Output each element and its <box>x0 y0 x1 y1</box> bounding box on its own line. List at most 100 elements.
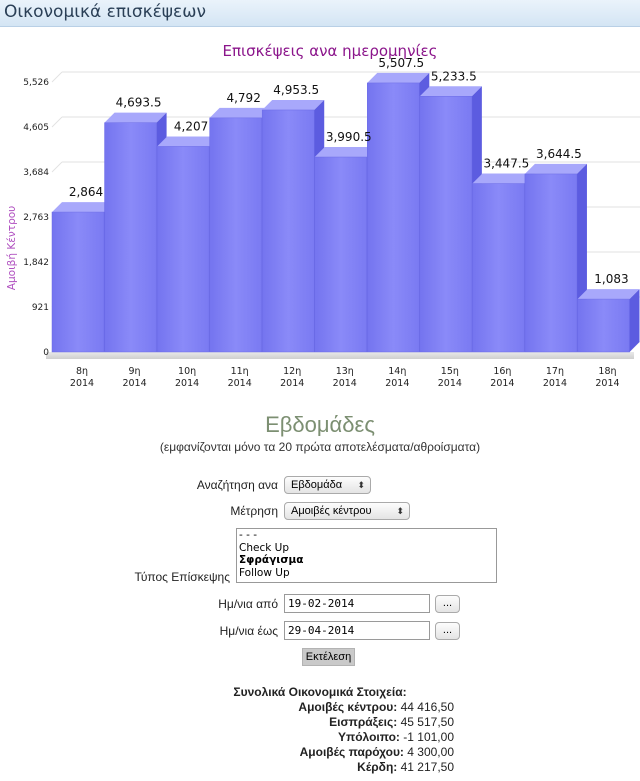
x-tick-label: 2014 <box>280 378 304 389</box>
bar-value-label: 5,233.5 <box>431 69 477 83</box>
x-tick-label: 2014 <box>70 378 94 389</box>
x-tick-label: 8η <box>76 366 88 377</box>
page-title: Οικονομικά επισκέψεων <box>4 2 206 22</box>
y-tick-label: 2,763 <box>23 213 49 223</box>
section-title: Εβδομάδες <box>265 412 375 437</box>
chart-title: Επισκέψεις ανα ημερομηνίες <box>223 42 438 60</box>
visit-type-listbox[interactable]: - - - Check Up Σφράγισμα Follow Up <box>236 528 497 583</box>
chart-floor-edge <box>46 352 634 359</box>
select-arrows-icon: ⬍ <box>396 506 404 516</box>
bar-value-label: 2,864 <box>69 185 103 199</box>
bar-value-label: 4,693.5 <box>116 96 162 110</box>
summary-row: Αμοιβές κέντρου: 44 416,50 <box>0 700 454 714</box>
search-by-select[interactable]: Εβδομάδα ⬍ <box>284 476 371 494</box>
bar-top <box>157 136 220 147</box>
visit-type-option[interactable]: Follow Up <box>239 566 290 579</box>
bar <box>104 122 157 353</box>
measure-label: Μέτρηση <box>230 504 278 518</box>
visit-type-option[interactable]: - - - <box>239 529 258 541</box>
y-tick-label: 1,842 <box>23 258 49 268</box>
chart-y-axis-label: Αμοιβή Κέντρου <box>6 206 18 290</box>
bar-top <box>524 163 587 174</box>
bar-top <box>52 202 115 213</box>
bar-top <box>472 173 535 184</box>
y-gridline <box>51 161 63 173</box>
summary-value: 41 217,50 <box>400 760 454 774</box>
bar-value-label: 3,447.5 <box>483 157 529 171</box>
bar <box>51 211 105 353</box>
bar-value-label: 1,083 <box>594 272 628 286</box>
summary-label: Αμοιβές παρόχου: <box>299 745 404 759</box>
x-tick-label: 2014 <box>438 378 462 389</box>
x-tick-label: 16η <box>493 366 511 377</box>
x-tick-label: 12η <box>283 366 301 377</box>
x-tick-label: 2014 <box>333 378 357 389</box>
y-gridline <box>51 71 63 83</box>
search-by-value: Εβδομάδα <box>291 479 343 491</box>
bar-value-label: 4,953.5 <box>273 83 319 97</box>
bar-top <box>314 147 377 158</box>
bar-value-label: 3,644.5 <box>536 147 582 161</box>
date-from-label: Ημ/νια από <box>218 597 278 611</box>
summary-value: 4 300,00 <box>407 745 454 759</box>
y-tick-label: 921 <box>32 303 49 313</box>
x-tick-label: 2014 <box>385 378 409 389</box>
x-tick-label: 2014 <box>543 378 567 389</box>
bar-value-label: 4,792 <box>226 91 260 105</box>
bar-top <box>209 107 272 118</box>
bar-top <box>104 112 167 123</box>
visit-type-option[interactable]: Check Up <box>239 541 289 554</box>
visit-type-option[interactable]: Σφράγισμα <box>239 554 304 566</box>
visit-type-label: Τύπος Επίσκεψης <box>134 570 230 584</box>
summary-value: 45 517,50 <box>400 715 454 729</box>
summary-title: Συνολικά Οικονομικά Στοιχεία: <box>233 685 407 699</box>
date-from-input[interactable]: 19-02-2014 <box>284 594 430 613</box>
bar <box>367 82 420 353</box>
date-to-label: Ημ/νια έως <box>219 624 278 638</box>
summary-row: Αμοιβές παρόχου: 4 300,00 <box>0 745 454 759</box>
bar <box>419 96 473 353</box>
bar-top <box>419 86 482 97</box>
run-button[interactable]: Εκτέλεση <box>302 648 355 666</box>
y-tick-label: 0 <box>43 348 49 358</box>
summary-label: Υπόλοιπο: <box>338 730 400 744</box>
summary-label: Αμοιβές κέντρου: <box>298 700 398 714</box>
x-tick-label: 10η <box>178 366 196 377</box>
bar <box>472 183 525 353</box>
y-gridline <box>51 116 63 128</box>
bar-top <box>262 99 325 110</box>
summary-label: Εισπράξεις: <box>329 715 398 729</box>
bar-value-label: 5,507.5 <box>378 56 424 70</box>
header-bar: Οικονομικά επισκέψεων <box>0 0 640 27</box>
summary-row: Κέρδη: 41 217,50 <box>0 760 454 774</box>
x-tick-label: 2014 <box>595 378 619 389</box>
x-tick-label: 2014 <box>490 378 514 389</box>
select-arrows-icon: ⬍ <box>357 480 365 490</box>
x-tick-label: 2014 <box>228 378 252 389</box>
y-tick-label: 3,684 <box>23 168 49 178</box>
x-tick-label: 15η <box>441 366 459 377</box>
x-tick-label: 11η <box>231 366 249 377</box>
bar <box>524 173 578 353</box>
x-tick-label: 2014 <box>122 378 146 389</box>
bar <box>314 156 368 353</box>
x-tick-label: 18η <box>598 366 616 377</box>
measure-select[interactable]: Αμοιβές κέντρου ⬍ <box>284 502 410 520</box>
date-to-input[interactable]: 29-04-2014 <box>284 621 430 640</box>
bar <box>156 146 210 353</box>
date-to-picker-button[interactable]: ... <box>435 622 460 640</box>
x-tick-label: 2014 <box>175 378 199 389</box>
x-tick-label: 17η <box>546 366 564 377</box>
bar-top <box>367 72 430 83</box>
summary-row: Εισπράξεις: 45 517,50 <box>0 715 454 729</box>
date-from-picker-button[interactable]: ... <box>435 595 460 613</box>
bar-top <box>577 289 640 300</box>
x-tick-label: 14η <box>388 366 406 377</box>
bar-side <box>629 289 640 352</box>
bar-value-label: 3,990.5 <box>326 130 372 144</box>
x-tick-label: 9η <box>129 366 141 377</box>
section-subtitle: (εμφανίζονται μόνο τα 20 πρώτα αποτελέσμ… <box>159 440 481 454</box>
bar <box>261 109 315 353</box>
y-tick-label: 4,605 <box>23 123 49 133</box>
summary-value: 44 416,50 <box>400 700 454 714</box>
